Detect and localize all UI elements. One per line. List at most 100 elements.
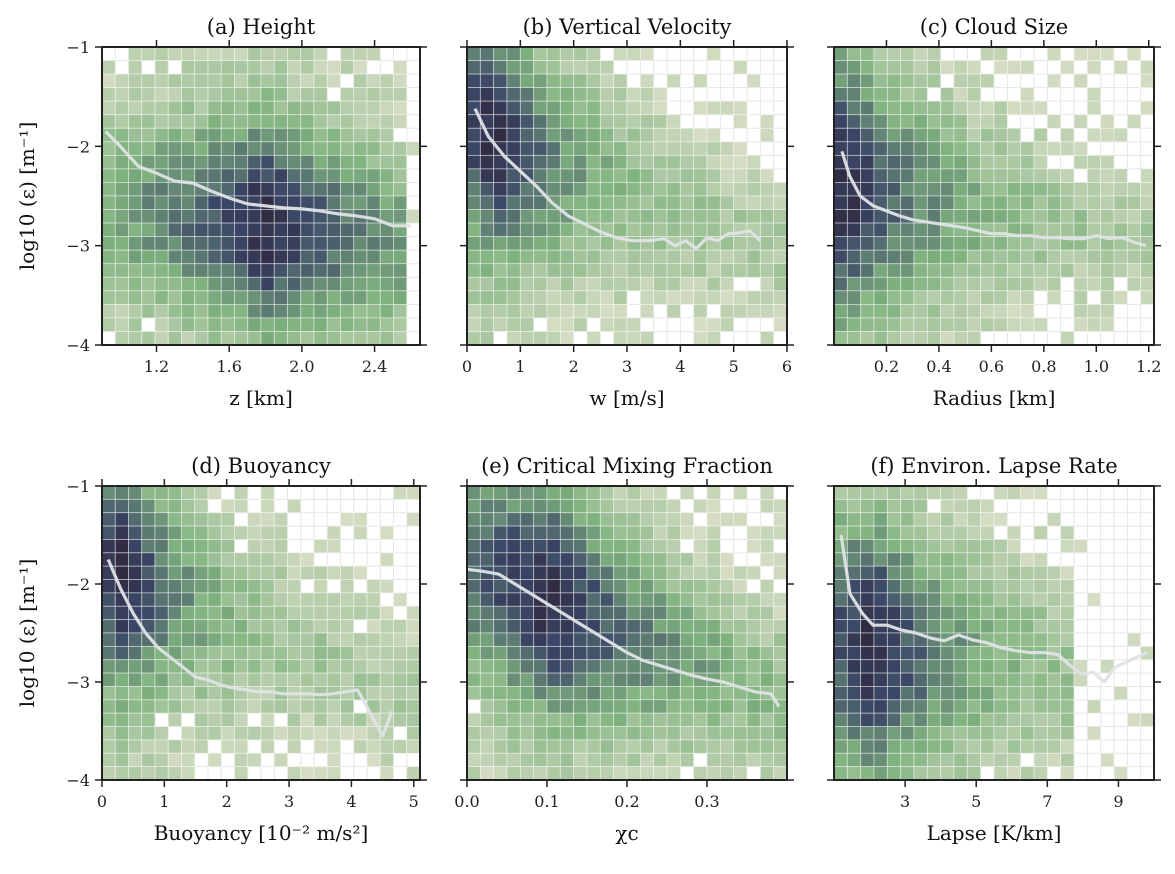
density-cell <box>406 659 421 674</box>
density-cell <box>559 331 575 346</box>
density-cell <box>599 752 615 768</box>
density-cell <box>653 592 668 607</box>
density-cell <box>913 168 928 183</box>
density-cell <box>833 236 848 251</box>
density-cell <box>773 619 788 634</box>
density-cell <box>546 236 561 251</box>
density-cell <box>1020 605 1035 621</box>
density-cell <box>181 303 196 319</box>
density-cell <box>639 632 655 647</box>
density-cell <box>653 672 668 687</box>
density-cell <box>639 127 655 143</box>
density-cell <box>519 766 535 781</box>
density-cell <box>693 154 708 170</box>
density-cell <box>693 290 708 305</box>
x-axis-label: χc <box>615 821 638 845</box>
density-cell <box>260 73 275 89</box>
density-cell <box>466 619 481 634</box>
density-cell <box>926 592 942 607</box>
density-cell <box>626 141 641 156</box>
density-cell <box>833 317 848 332</box>
density-cell <box>980 276 995 292</box>
density-cell <box>533 222 548 238</box>
density-cell <box>533 632 548 647</box>
density-cell <box>900 645 915 661</box>
density-cell <box>260 525 275 540</box>
density-cell <box>1140 209 1155 224</box>
density-cell <box>287 766 302 781</box>
density-cell <box>101 752 116 768</box>
density-cell <box>1020 263 1035 278</box>
density-cell <box>599 699 615 714</box>
density-cell <box>128 46 143 61</box>
density-cell <box>860 645 875 661</box>
density-cell <box>993 168 1008 183</box>
density-cell <box>366 249 381 265</box>
density-cell <box>1033 168 1048 183</box>
density-cell <box>693 222 708 238</box>
density-cell <box>519 659 535 674</box>
density-cell <box>181 195 196 210</box>
density-cell <box>913 236 928 251</box>
density-cell <box>900 579 915 594</box>
density-cell <box>1006 141 1022 156</box>
density-cell <box>207 686 222 701</box>
density-cell <box>719 659 735 674</box>
density-cell <box>287 276 302 292</box>
density-cell <box>194 127 209 143</box>
density-cell <box>141 236 156 251</box>
density-cell <box>1060 752 1075 768</box>
density-cell <box>733 579 748 594</box>
density-cell <box>679 726 695 741</box>
density-cell <box>154 565 169 580</box>
density-cell <box>1073 276 1088 292</box>
density-cell <box>1113 168 1128 183</box>
density-cell <box>326 249 341 265</box>
density-cell <box>393 317 408 332</box>
density-cell <box>860 726 875 741</box>
density-cell <box>519 331 535 346</box>
x-tick-label: 1.0 <box>1084 357 1109 376</box>
density-cell <box>273 672 288 687</box>
density-cell <box>506 672 521 687</box>
density-cell <box>181 766 196 781</box>
density-cell <box>326 182 341 197</box>
density-cell <box>980 114 995 129</box>
density-cell <box>993 141 1008 156</box>
density-cell <box>366 579 381 594</box>
density-cell <box>679 645 695 661</box>
density-cell <box>966 331 982 346</box>
density-cell <box>706 168 721 183</box>
density-cell <box>666 632 681 647</box>
density-cell <box>340 182 355 197</box>
density-cell <box>573 276 588 292</box>
density-cell <box>626 592 641 607</box>
density-cell <box>719 209 735 224</box>
density-cell <box>154 512 169 527</box>
density-cell <box>693 645 708 661</box>
density-cell <box>313 726 328 741</box>
density-cell <box>1140 263 1155 278</box>
density-cell <box>940 127 955 143</box>
density-cell <box>366 592 381 607</box>
density-cell <box>913 592 928 607</box>
density-cell <box>533 605 548 621</box>
density-cell <box>207 525 222 540</box>
density-cell <box>886 672 902 687</box>
density-cell <box>746 605 761 621</box>
density-cell <box>926 114 942 129</box>
density-cell <box>1020 276 1035 292</box>
density-cell <box>260 739 275 754</box>
density-cell <box>759 579 775 594</box>
density-cell <box>913 752 928 768</box>
x-tick-label: 1 <box>159 792 169 811</box>
density-cell <box>1046 565 1062 580</box>
density-cell <box>940 303 955 319</box>
density-cell <box>639 249 655 265</box>
density-cell <box>693 303 708 319</box>
density-cell <box>586 552 601 567</box>
density-cell <box>860 632 875 647</box>
density-cell <box>559 512 575 527</box>
density-cell <box>953 195 968 210</box>
